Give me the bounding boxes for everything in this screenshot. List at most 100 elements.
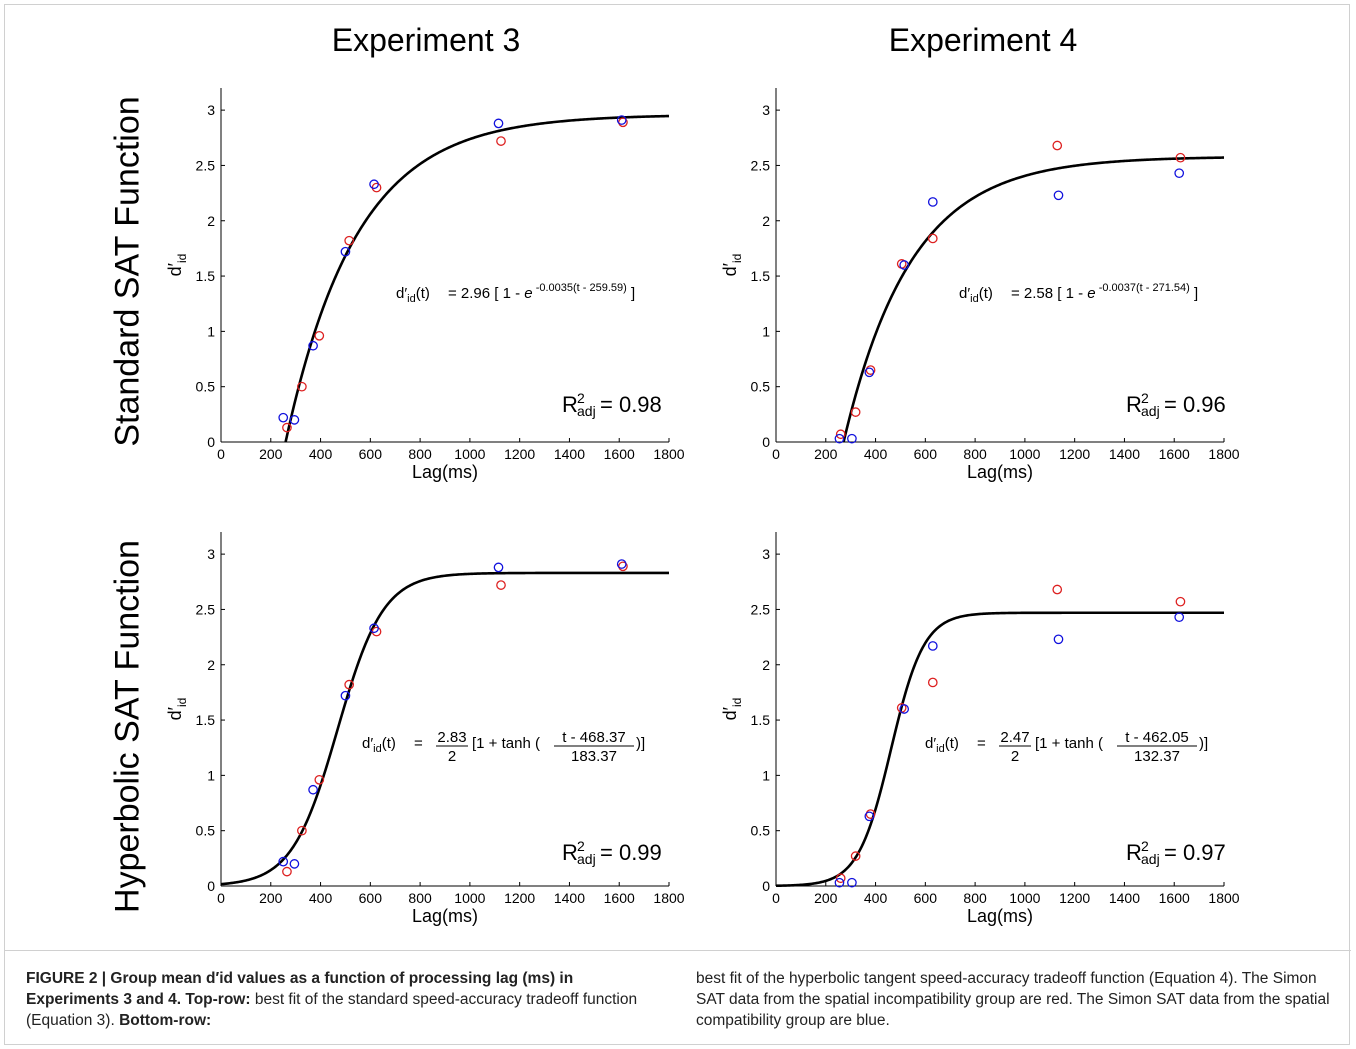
- data-point-red: [927, 233, 938, 244]
- figure-charts: 0 200 400 600 800 1000 1200 1400 1600 180000.511.…: [165, 88, 1240, 926]
- y-tick-label: 2.5: [751, 157, 771, 173]
- r2-superscript: 2: [577, 390, 585, 406]
- equation-inner-numerator: t - 468.37: [562, 729, 625, 746]
- data-point-red: [1052, 140, 1063, 151]
- data-point-red: [927, 677, 938, 688]
- y-tick-label: 0.5: [196, 379, 216, 395]
- data-point-blue: [369, 623, 379, 634]
- r2-value: = 0.97: [1164, 840, 1226, 865]
- data-point-blue: [834, 877, 845, 888]
- x-tick-label: 0: [217, 890, 225, 906]
- data-point-blue: [864, 811, 875, 822]
- data-point-blue: [278, 412, 289, 423]
- equation-denominator: 2: [448, 748, 456, 765]
- x-tick-label: 200: [814, 446, 838, 462]
- x-tick-label: 400: [864, 890, 888, 906]
- x-tick-label: 400: [309, 890, 333, 906]
- data-point-blue: [493, 118, 504, 129]
- data-point-blue: [493, 562, 504, 573]
- data-point-blue: [834, 433, 845, 444]
- equation-body: = 2.58 [ 1 - e -0.0037(t - 271.54) ]: [1011, 282, 1198, 302]
- caption-right: best fit of the hyperbolic tangent speed…: [696, 970, 1330, 1029]
- y-tick-label: 0.5: [751, 379, 771, 395]
- data-point-red: [835, 429, 846, 440]
- fit-curve: [220, 571, 669, 886]
- x-tick-label: 800: [408, 446, 432, 462]
- r2-superscript: 2: [1141, 838, 1149, 854]
- y-tick-label: 2.5: [751, 601, 771, 617]
- caption-label: FIGURE 2 | Group mean d′id values as a f…: [26, 970, 574, 1008]
- x-tick-label: 1000: [1009, 890, 1040, 906]
- x-tick-label: 1600: [604, 890, 635, 906]
- y-axis-label: d′id: [720, 254, 744, 277]
- r2-superscript: 2: [577, 838, 585, 854]
- y-tick-label: 2.5: [196, 601, 216, 617]
- data-point-red: [865, 809, 876, 819]
- x-tick-label: 800: [963, 890, 987, 906]
- y-axis-label: d′id: [720, 698, 744, 721]
- r2-subscript: adj: [1141, 403, 1160, 419]
- equation-inner-denominator: 183.37: [571, 748, 617, 765]
- r2-symbol: R: [562, 840, 578, 865]
- x-tick-label: 200: [259, 446, 283, 462]
- y-tick-label: 0.5: [196, 823, 216, 839]
- chart-panel-4: 0 200 400 600 800 1000 1200 1400 1600 1800 0 0.5 1 1.…: [720, 532, 1240, 926]
- x-tick-label: 0: [217, 446, 225, 462]
- equation-numerator: 2.47: [1000, 729, 1029, 746]
- fit-curve: [284, 114, 670, 443]
- x-tick-label: 200: [259, 890, 283, 906]
- equation-inner-denominator: 132.37: [1134, 748, 1180, 765]
- data-point-red: [282, 866, 292, 877]
- r2-value: = 0.99: [600, 840, 662, 865]
- x-tick-label: 600: [359, 446, 383, 462]
- data-point-red: [618, 561, 628, 572]
- x-tick-label: 400: [864, 446, 888, 462]
- chart-panel-3: 0 200 400 600 800 1000 1200 1400 1600 1800 0 0.5 1 1.…: [165, 532, 685, 926]
- column-title-experiment-3: Experiment 3: [331, 22, 521, 58]
- fit-equation: d′id(t) = 2.58 [ 1 - e -0.0037(t - 271.54…: [959, 282, 1198, 305]
- x-axis-label: Lag(ms): [967, 906, 1033, 926]
- x-tick-label: 1200: [1059, 446, 1090, 462]
- y-tick-label: 0: [762, 434, 770, 450]
- x-tick-label: 1600: [604, 446, 635, 462]
- equation-close: )]: [636, 735, 645, 752]
- y-tick-label: 3: [207, 546, 215, 562]
- data-point-blue: [899, 260, 910, 270]
- caption-top-row-label: Top-row:: [185, 991, 251, 1008]
- equation-lhs: d′id(t): [959, 285, 993, 305]
- y-tick-label: 0: [207, 878, 215, 894]
- r2-symbol: R: [1126, 840, 1142, 865]
- x-tick-label: 0: [772, 890, 780, 906]
- data-point-blue: [1174, 168, 1185, 179]
- data-point-red: [496, 136, 506, 146]
- equation-numerator: 2.83: [437, 729, 466, 746]
- r2-subscript: adj: [1141, 851, 1160, 867]
- x-tick-label: 200: [814, 890, 838, 906]
- data-point-blue: [847, 877, 857, 888]
- r2-subscript: adj: [577, 403, 596, 419]
- r2-symbol: R: [1126, 392, 1142, 417]
- equation-close: )]: [1199, 735, 1208, 752]
- x-tick-label: 1600: [1159, 890, 1190, 906]
- data-point-red: [850, 851, 861, 861]
- fit-equation: d′id(t) = 2.47 2 [1 + tanh (t - 462.05 132.37…: [925, 729, 1208, 765]
- y-tick-label: 2.5: [196, 157, 216, 173]
- fit-equation: d′id(t) = 2.96 [ 1 - e -0.0035(t - 259.59…: [396, 282, 635, 305]
- data-point-blue: [289, 859, 300, 869]
- data-point-blue: [927, 641, 938, 651]
- equation-lhs: d′id(t): [925, 735, 959, 755]
- x-tick-label: 400: [309, 446, 333, 462]
- equation-denominator: 2: [1011, 748, 1019, 765]
- chart-panel-1: 0 200 400 600 800 1000 1200 1400 1600 1800 0 0.5 1 1.…: [165, 88, 685, 482]
- caption-bottom-row-label: Bottom-row:: [119, 1012, 212, 1029]
- column-title-experiment-4: Experiment 4: [888, 22, 1078, 58]
- y-tick-label: 1.5: [751, 268, 771, 284]
- data-point-blue: [278, 856, 289, 867]
- r2-symbol: R: [562, 392, 578, 417]
- equation-middle: [1 + tanh (: [472, 735, 540, 752]
- y-axis-label: d′id: [165, 698, 189, 721]
- r2-value: = 0.98: [600, 392, 662, 417]
- y-tick-label: 1.5: [196, 268, 216, 284]
- data-point-blue: [1174, 612, 1185, 623]
